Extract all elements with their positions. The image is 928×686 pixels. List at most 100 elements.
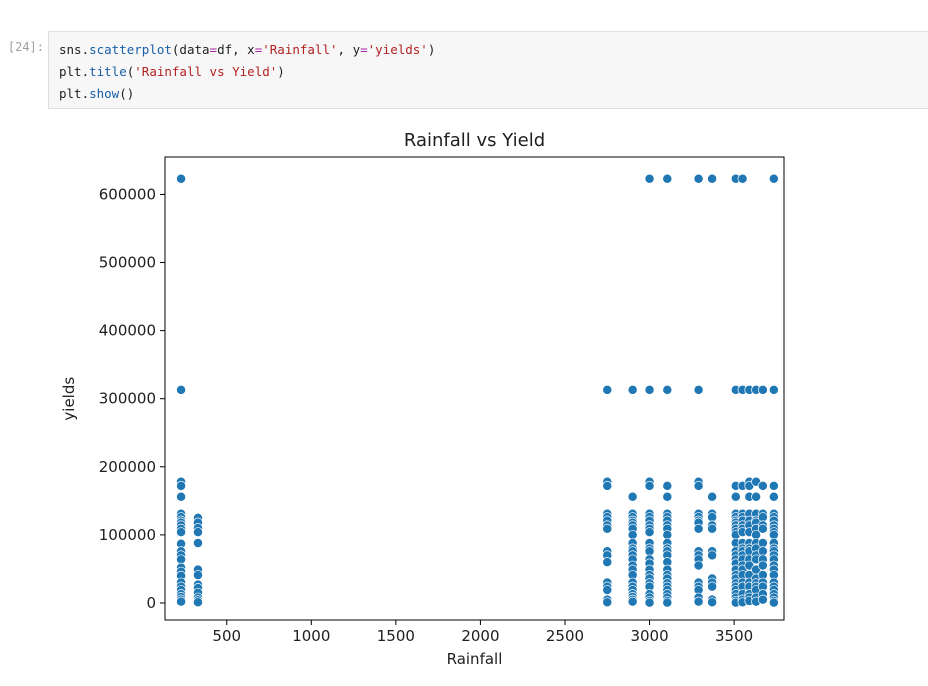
data-point — [644, 546, 655, 557]
data-point — [176, 527, 187, 538]
code-token: = — [254, 42, 263, 57]
data-point — [662, 597, 673, 608]
code-token: df, x — [217, 42, 255, 57]
data-point — [707, 512, 718, 523]
data-point — [707, 581, 718, 592]
data-point — [193, 538, 203, 549]
x-axis-label: Rainfall — [447, 650, 503, 668]
execution-count-prompt: [24]: — [7, 40, 44, 54]
data-point — [176, 480, 187, 491]
code-token: ) — [277, 64, 285, 79]
plot-frame — [164, 156, 785, 621]
y-tick-label: 400000 — [99, 322, 156, 340]
data-point — [693, 480, 704, 491]
data-point — [768, 173, 779, 184]
code-token: 'Rainfall' — [262, 42, 338, 57]
code-token: = — [360, 42, 368, 57]
chart-title: Rainfall vs Yield — [404, 130, 545, 151]
data-point — [627, 529, 638, 540]
data-point — [737, 173, 748, 184]
code-token: ( — [126, 64, 135, 79]
y-tick-label: 600000 — [99, 185, 156, 203]
data-point — [662, 491, 673, 502]
data-point — [768, 597, 779, 608]
x-tick-label: 3500 — [715, 627, 753, 645]
data-point — [730, 491, 741, 502]
y-tick-label: 300000 — [99, 390, 156, 408]
data-point — [757, 538, 768, 549]
data-point — [757, 480, 768, 491]
code-token: ) — [427, 42, 436, 57]
data-point — [707, 491, 718, 502]
code-editor-text[interactable]: sns.scatterplot(data=df, x='Rainfall', y… — [59, 39, 435, 105]
data-point — [176, 554, 187, 565]
code-cell-editor[interactable]: sns.scatterplot(data=df, x='Rainfall', y… — [48, 31, 928, 109]
previous-markdown-heading — [0, 0, 928, 8]
data-point — [707, 550, 718, 561]
y-tick-label: 100000 — [99, 526, 156, 544]
data-point — [176, 491, 187, 502]
data-point — [644, 173, 655, 184]
data-point — [644, 384, 655, 395]
data-point — [193, 570, 203, 581]
data-point — [602, 523, 613, 534]
data-point — [707, 523, 718, 534]
data-point — [627, 491, 638, 502]
code-token: 'yields' — [367, 42, 428, 57]
data-point — [757, 594, 768, 605]
y-tick-label: 200000 — [99, 458, 156, 476]
x-tick-label: 1000 — [292, 627, 330, 645]
data-point — [662, 480, 673, 491]
code-token: (data — [171, 42, 210, 57]
data-point — [707, 173, 718, 184]
code-token: plt. — [59, 86, 90, 101]
data-point — [757, 512, 768, 523]
data-point — [757, 546, 768, 557]
scatter-chart: 500 1000 1500 2000 2500 3000 3500 0 100000 200000… — [60, 130, 785, 668]
x-tick-label: 2500 — [546, 627, 584, 645]
data-point — [662, 173, 673, 184]
data-point — [693, 596, 704, 607]
code-token: show — [89, 86, 120, 101]
code-token: , y — [337, 42, 361, 57]
data-point — [662, 529, 673, 540]
data-point — [627, 384, 638, 395]
code-token: scatterplot — [89, 42, 172, 57]
data-point — [757, 560, 768, 571]
data-point — [693, 384, 704, 395]
code-line-2: plt.title('Rainfall vs Yield') — [59, 61, 435, 83]
y-axis-label: yields — [60, 377, 78, 421]
data-point — [627, 596, 638, 607]
code-token: = — [209, 42, 218, 57]
data-point — [768, 480, 779, 491]
data-point — [768, 491, 779, 502]
x-tick-label: 2000 — [461, 627, 499, 645]
data-point — [768, 529, 779, 540]
y-tick-label: 0 — [146, 594, 156, 612]
y-tick-label: 500000 — [99, 254, 156, 272]
data-point — [751, 491, 762, 502]
x-tick-label: 500 — [212, 627, 241, 645]
data-point — [602, 557, 613, 568]
data-point — [602, 597, 613, 608]
data-point — [707, 597, 718, 608]
data-point — [644, 480, 655, 491]
data-point — [693, 173, 704, 184]
data-point — [176, 596, 187, 607]
data-point — [176, 384, 187, 395]
data-point — [644, 527, 655, 538]
data-point — [176, 173, 187, 184]
code-token: () — [119, 86, 135, 101]
data-point — [602, 384, 613, 395]
data-point — [602, 585, 613, 595]
cell-output-area: 500 1000 1500 2000 2500 3000 3500 0 100000 200000… — [48, 115, 928, 686]
data-point — [193, 527, 203, 538]
data-point — [768, 384, 779, 395]
code-token: title — [89, 64, 127, 79]
code-token: plt. — [59, 64, 90, 79]
data-point — [193, 597, 203, 608]
data-point — [757, 384, 768, 395]
code-line-3: plt.show() — [59, 83, 435, 105]
data-point — [757, 523, 768, 534]
data-point — [662, 384, 673, 395]
